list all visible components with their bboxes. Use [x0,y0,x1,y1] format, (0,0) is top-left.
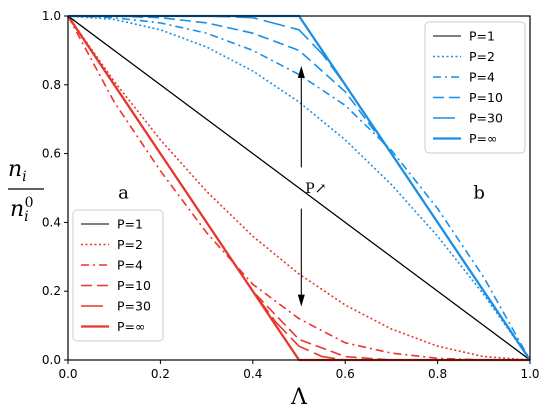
series-line-b-P-2 [67,15,531,361]
series-line-a-P-30 [67,15,346,361]
legend-label: P=30 [117,299,151,314]
y-tick-label: 1.0 [42,9,61,23]
series-line-b-P-1 [67,15,531,361]
legend-label: P=10 [117,278,151,293]
y-tick-label: 0.0 [42,353,61,367]
panel-label-b: b [473,182,485,203]
legend-label: P=4 [117,258,143,273]
y-axis-label-numerator: ni [8,157,27,185]
x-tick-label: 0.4 [243,367,262,381]
x-tick-label: 1.0 [520,367,539,381]
y-tick-label: 0.4 [42,215,61,229]
y-axis-label: ni ni0 [8,157,44,225]
arrow-up-head [297,65,305,78]
y-tick-label: 0.8 [42,78,61,92]
legend-label: P=4 [469,70,495,85]
increasing-p-arrows: P↗ [297,65,326,307]
legend-box [424,21,526,154]
plot-frame [67,15,531,361]
panel-label-a: a [118,182,129,203]
legend-label: P=30 [469,111,503,126]
x-tick-label: 0.0 [58,367,77,381]
legend-label: P=2 [117,237,143,252]
arrow-annotation-label: P↗ [305,181,326,197]
legend-label: P=∞ [469,131,497,146]
legend-label: P=∞ [117,319,145,334]
legend-box [72,209,164,342]
y-tick-label: 0.6 [42,147,61,161]
y-tick-label: 0.2 [42,284,61,298]
arrow-down-head [297,294,305,307]
legend-panel-a: P=1 P=2 P=4 P=10 P=30 P=∞ [72,209,164,342]
x-axis-label: Λ [290,385,308,410]
legend-label: P=10 [469,90,503,105]
x-axis-ticks: 0.0 0.2 0.4 0.6 0.8 1.0 [58,360,540,381]
y-axis-label-denominator: ni0 [10,195,34,225]
x-tick-label: 0.8 [428,367,447,381]
y-axis-ticks: 0.0 0.2 0.4 0.6 0.8 1.0 [42,9,68,367]
legend-label: P=1 [117,217,143,232]
x-tick-label: 0.2 [151,367,170,381]
legend-label: P=1 [469,29,495,44]
x-tick-label: 0.6 [336,367,355,381]
legend-label: P=2 [469,49,495,64]
legend-panel-b: P=1 P=2 P=4 P=10 P=30 P=∞ [424,21,526,154]
series-line-a-P-2 [67,15,531,361]
